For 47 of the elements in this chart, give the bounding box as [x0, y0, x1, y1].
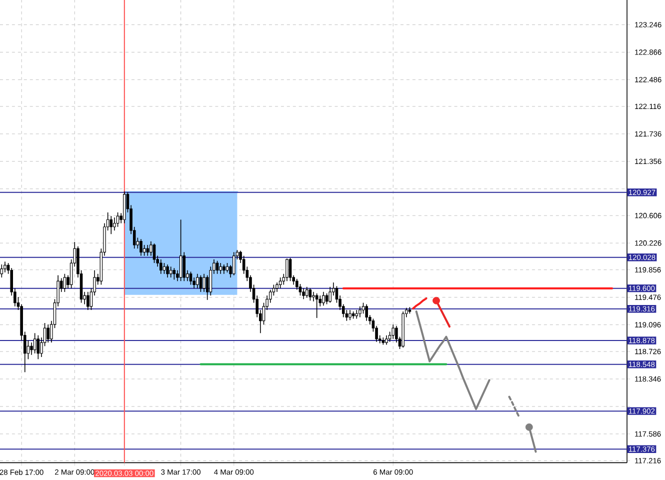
candlestick: [199, 274, 202, 292]
candlestick: [288, 258, 292, 282]
candlestick: [308, 288, 312, 302]
candlestick: [305, 286, 308, 298]
candlestick: [219, 262, 222, 274]
candlestick: [232, 252, 236, 276]
candlestick: [196, 273, 199, 289]
candlestick: [150, 240, 152, 256]
candlestick: [160, 259, 162, 274]
candlestick: [172, 268, 176, 280]
candlestick: [325, 292, 328, 305]
candlestick: [328, 286, 332, 304]
candlestick: [302, 288, 305, 300]
candlestick: [63, 273, 66, 292]
candlestick: [365, 304, 368, 322]
candlestick: [86, 292, 90, 310]
candlestick: [312, 292, 315, 302]
candlestick: [278, 277, 282, 289]
candlestick: [36, 334, 40, 360]
candlestick: [46, 324, 50, 343]
candlestick: [166, 264, 169, 278]
candlestick: [362, 302, 365, 314]
candlestick: [182, 252, 186, 282]
line-series: [508, 396, 520, 418]
candlestick: [222, 264, 226, 274]
candlestick: [146, 244, 150, 256]
candlestick: [179, 219, 182, 282]
candlestick: [169, 266, 172, 278]
candlestick: [286, 258, 288, 282]
candlestick: [216, 260, 219, 274]
line-series: [412, 297, 428, 310]
candlestick: [0, 264, 4, 278]
candlestick: [348, 310, 352, 321]
candlestick: [315, 292, 318, 318]
candlestick: [385, 334, 388, 346]
candlestick: [110, 216, 113, 234]
candlestick: [189, 271, 192, 286]
candlestick: [33, 332, 36, 354]
candlestick: [202, 273, 206, 292]
candlestick: [322, 292, 325, 306]
candlestick: [392, 324, 395, 340]
candlestick: [30, 342, 33, 356]
candlestick: [358, 306, 362, 318]
candlestick: [140, 238, 142, 256]
candlestick: [142, 244, 146, 256]
candlestick: [116, 212, 120, 228]
candlestick: [152, 243, 156, 264]
